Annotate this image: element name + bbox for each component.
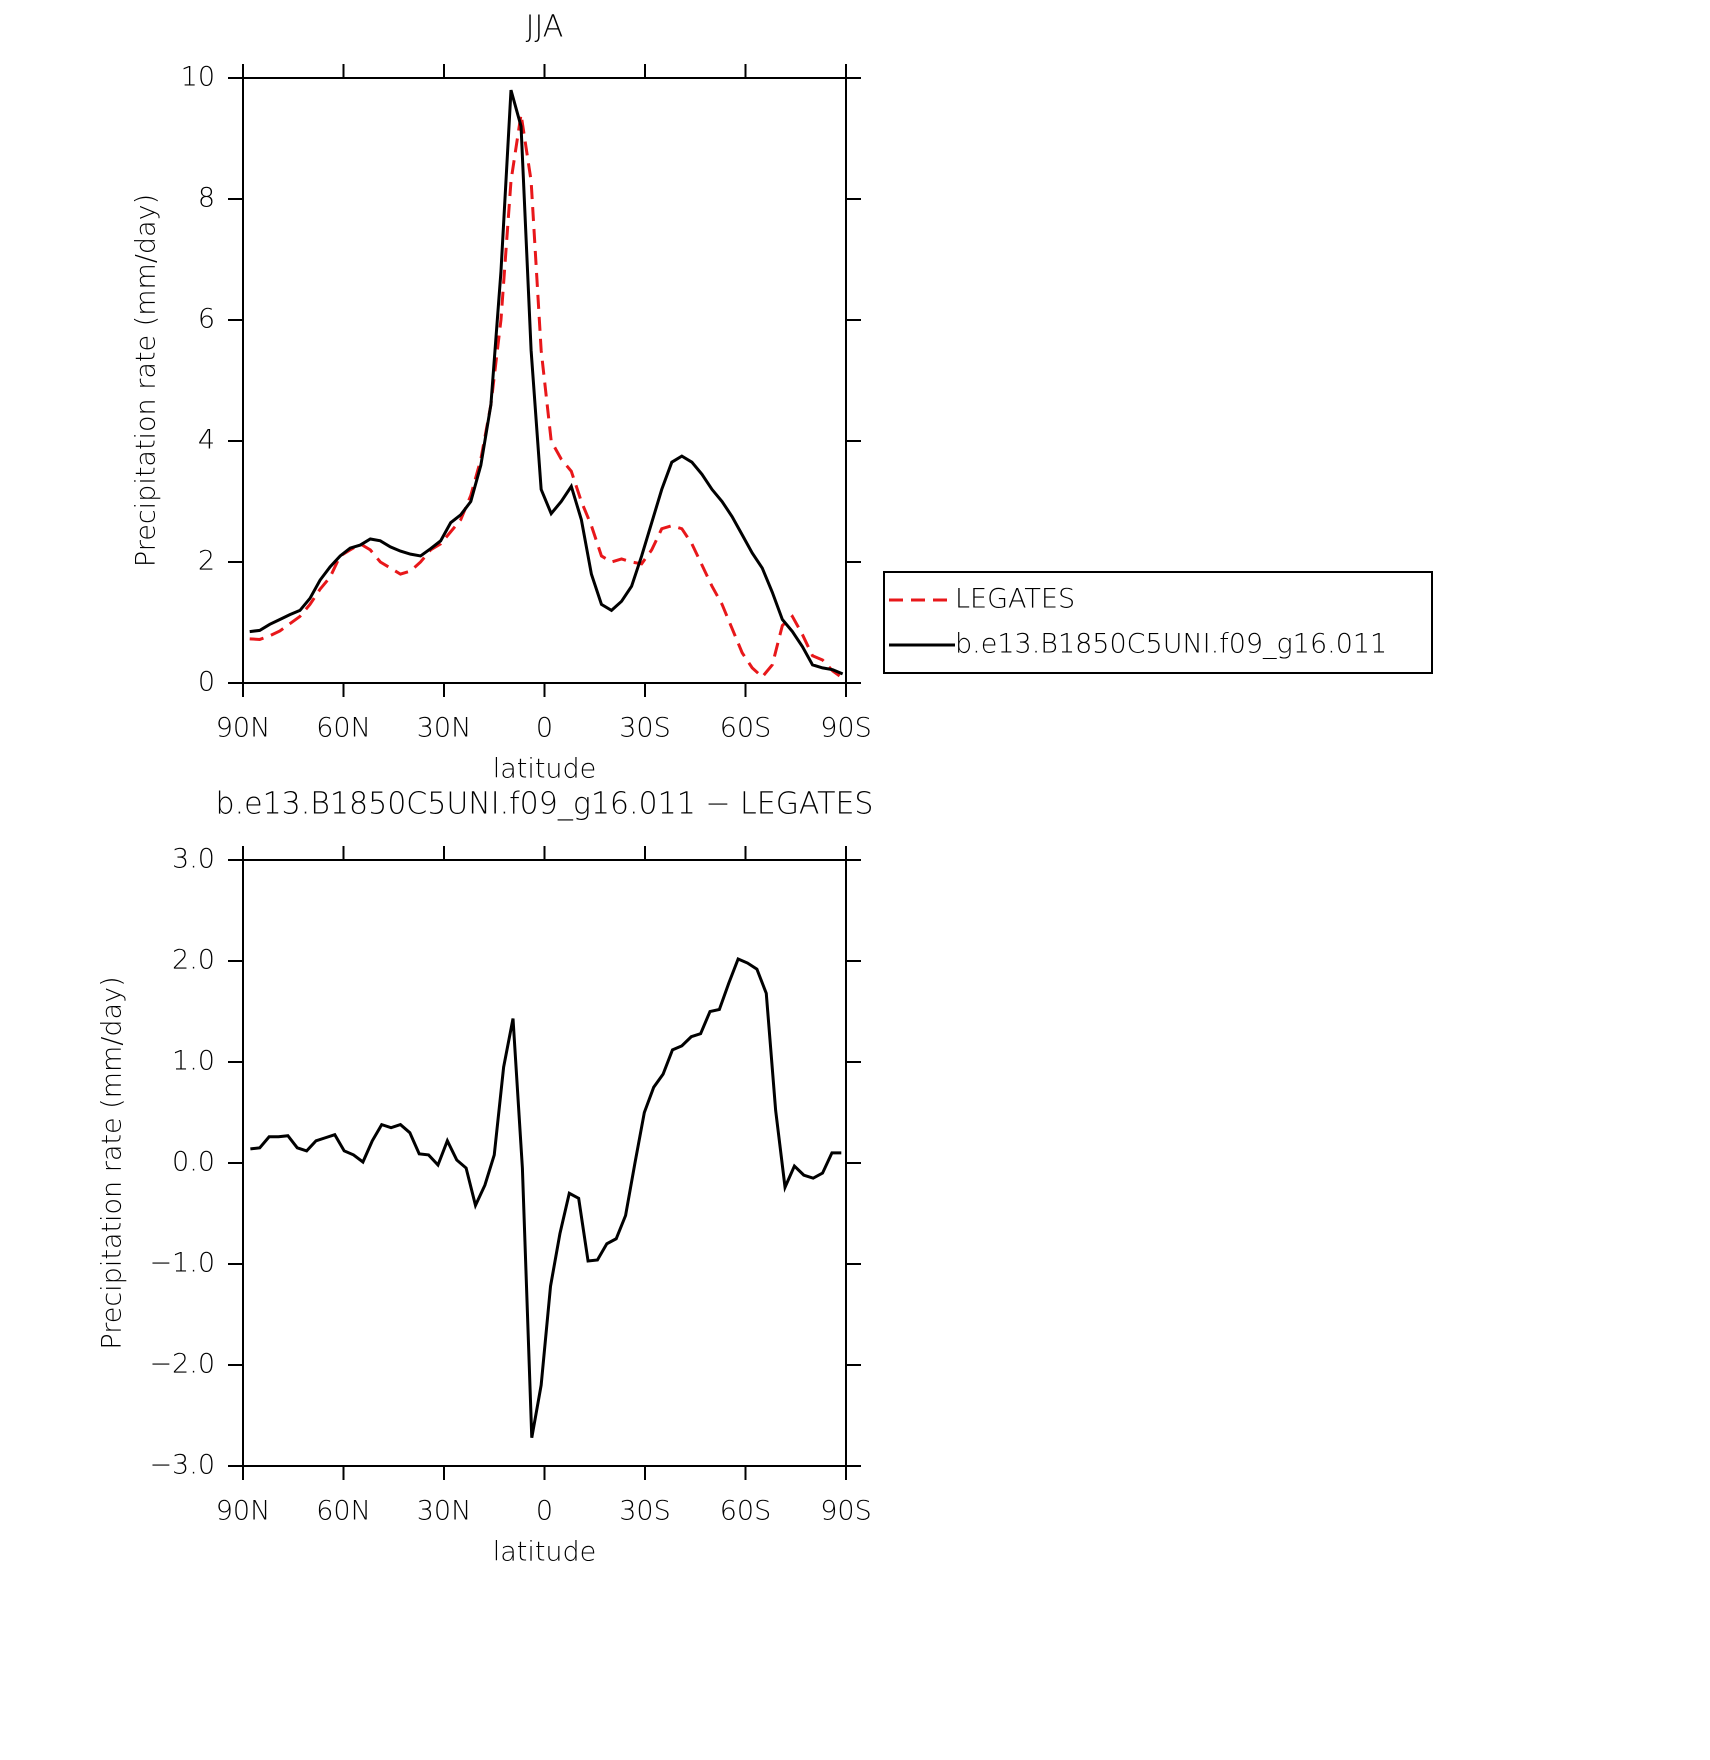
x-axis-label: latitude: [493, 1537, 597, 1568]
x-tick-label: 90N: [216, 1496, 271, 1527]
y-tick-label: −3.0: [149, 1450, 215, 1481]
legend-box: [883, 571, 1433, 674]
y-tick-label: 2.0: [172, 945, 215, 976]
y-tick-label: 8: [198, 183, 215, 214]
data-line: [249, 89, 844, 676]
y-tick-label: 10: [181, 62, 215, 93]
x-tick-label: 90S: [820, 1496, 872, 1527]
y-tick-label: 2: [198, 546, 215, 577]
x-axis-label: latitude: [493, 754, 597, 785]
legend-label: LEGATES: [955, 584, 1075, 615]
chart-title: b.e13.B1850C5UNI.f09_g16.011 − LEGATES: [216, 787, 874, 822]
x-tick-label: 30S: [619, 713, 671, 744]
x-tick-label: 60N: [316, 1496, 371, 1527]
y-tick-label: 6: [198, 304, 215, 335]
x-tick-label: 0: [536, 713, 553, 744]
x-tick-label: 60S: [720, 1496, 772, 1527]
y-tick-label: 0: [198, 667, 215, 698]
legend-label: b.e13.B1850C5UNI.f09_g16.011: [955, 629, 1387, 660]
data-line: [250, 956, 842, 1438]
x-tick-label: 60S: [720, 713, 772, 744]
y-tick-label: −2.0: [149, 1349, 215, 1380]
x-tick-label: 90N: [216, 713, 271, 744]
x-tick-label: 30N: [417, 1496, 472, 1527]
data-line: [249, 114, 844, 680]
y-tick-label: 4: [198, 425, 215, 456]
x-tick-label: 60N: [316, 713, 371, 744]
chart-title: JJA: [526, 10, 564, 45]
y-tick-label: 3.0: [172, 844, 215, 875]
y-tick-label: 0.0: [172, 1147, 215, 1178]
y-axis-label: Precipitation rate (mm/day): [97, 976, 128, 1349]
x-tick-label: 30N: [417, 713, 472, 744]
x-tick-label: 90S: [820, 713, 872, 744]
x-tick-label: 0: [536, 1496, 553, 1527]
plot-frame: [242, 859, 847, 1467]
plot-frame: [242, 77, 847, 684]
y-axis-label: Precipitation rate (mm/day): [131, 194, 162, 567]
y-tick-label: 1.0: [172, 1046, 215, 1077]
y-tick-label: −1.0: [149, 1248, 215, 1279]
x-tick-label: 30S: [619, 1496, 671, 1527]
